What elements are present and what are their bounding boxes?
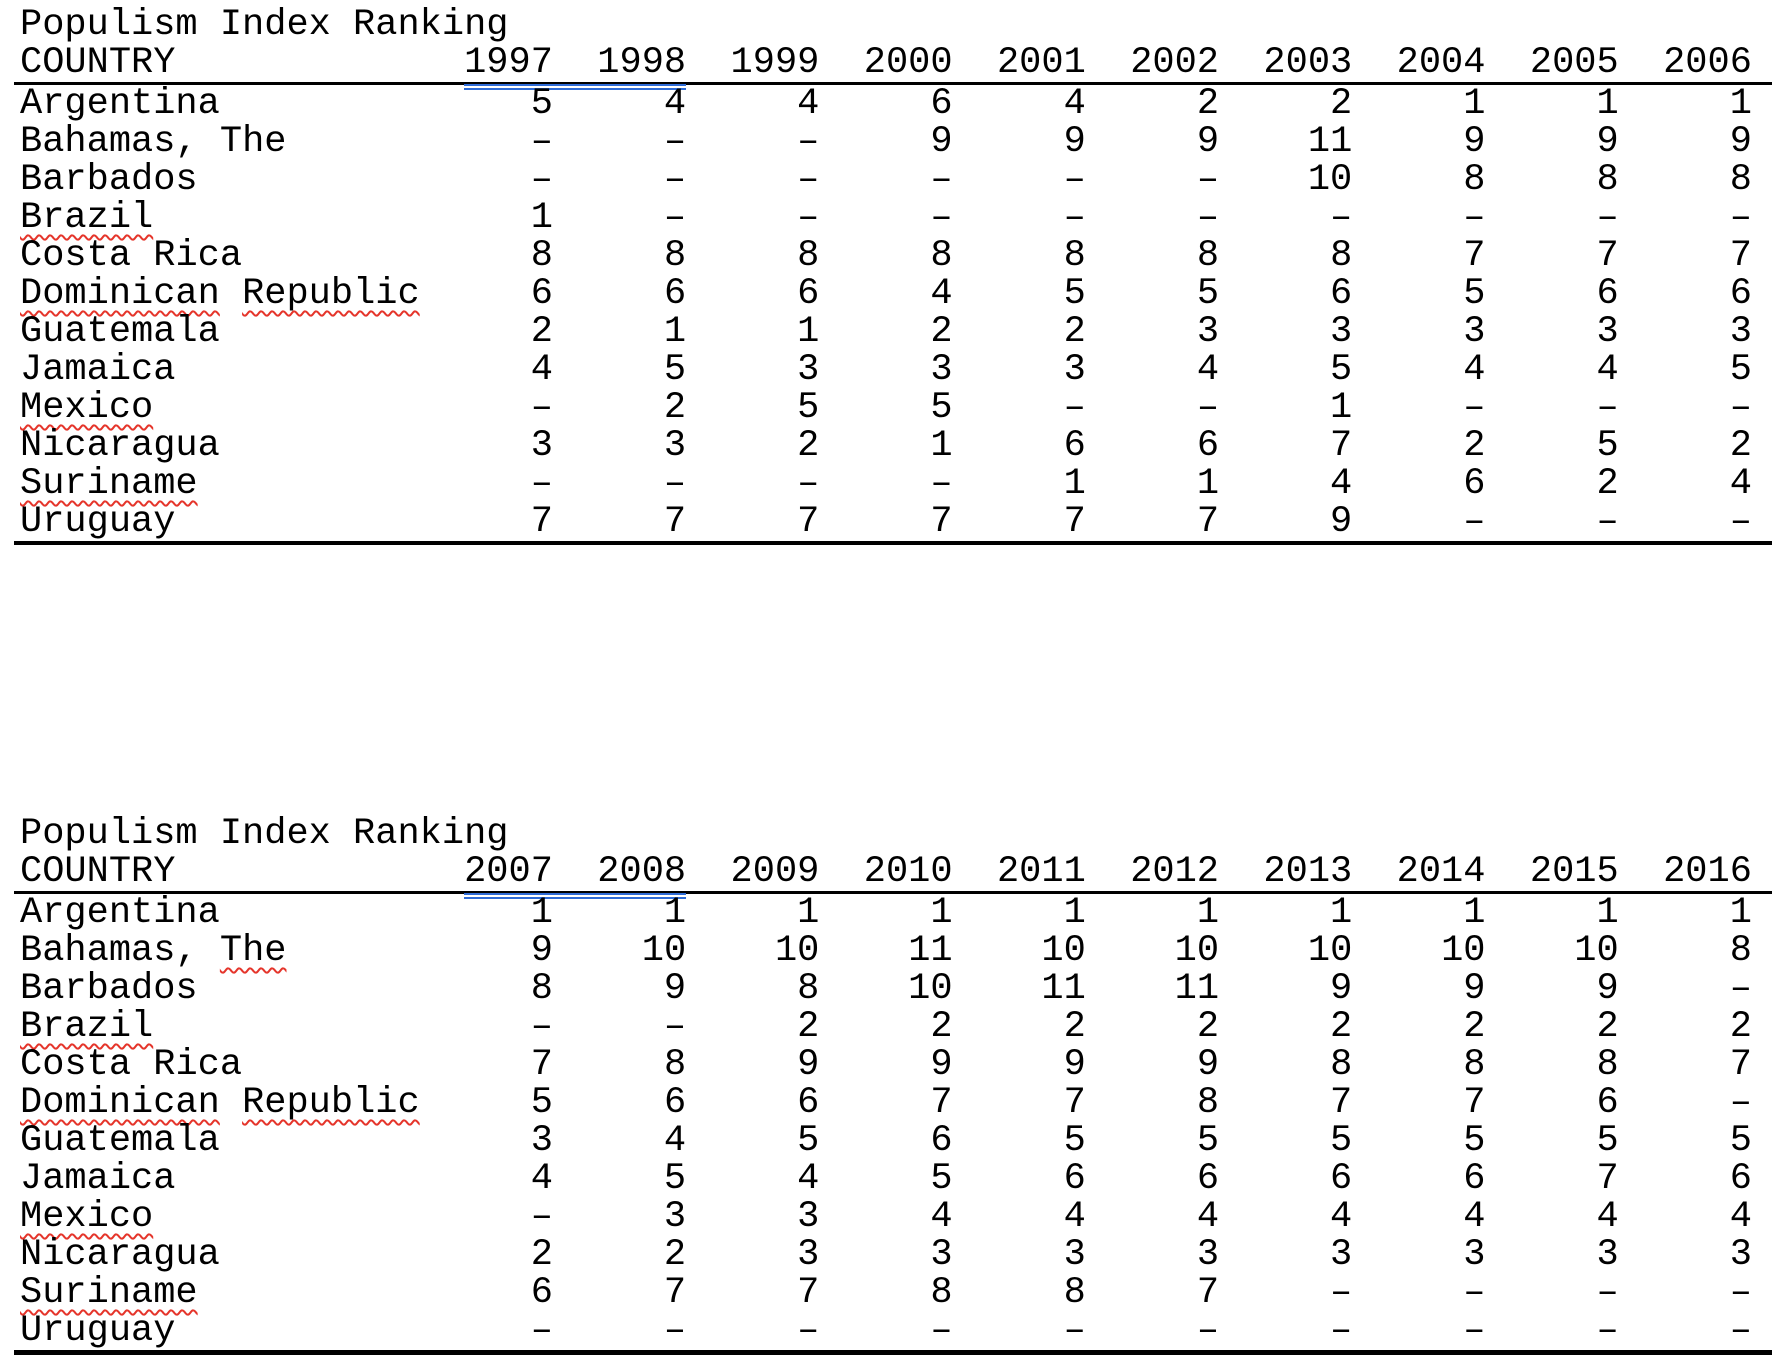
spellcheck-squiggle: Republic <box>242 1082 420 1124</box>
table-row: Uruguay 7 7 7 7 7 7 9 – – – <box>20 501 1752 543</box>
spellcheck-squiggle: Brazil <box>20 1006 154 1048</box>
table-row: Argentina 1 1 1 1 1 1 1 1 1 1 <box>20 892 1752 934</box>
grammar-double-underline: 1997 1998 <box>464 42 687 90</box>
populism-index-table-1997-2006: Populism Index Ranking COUNTRY 1997 1998… <box>14 6 1772 545</box>
table-row: Jamaica 4 5 3 3 3 4 5 4 4 5 <box>20 349 1752 391</box>
table-row: Brazil 1 – – – – – – – – – <box>20 197 1752 239</box>
table-row: Costa Rica 7 8 9 9 9 9 8 8 8 7 <box>20 1044 1752 1086</box>
spellcheck-squiggle: Suriname <box>20 463 198 505</box>
table-row: Suriname 6 7 7 8 8 7 – – – – <box>20 1272 1752 1314</box>
table-row: Bahamas, The 9 10 10 11 10 10 10 10 10 8 <box>20 930 1752 972</box>
table-row: Costa Rica 8 8 8 8 8 8 8 7 7 7 <box>20 235 1752 277</box>
spellcheck-squiggle: Dominican <box>20 273 220 315</box>
table-row: Nicaragua 3 3 2 1 6 6 7 2 5 2 <box>20 425 1752 467</box>
spellcheck-squiggle: Suriname <box>20 1272 198 1314</box>
table-title: Populism Index Ranking <box>20 4 509 46</box>
table-grid: COUNTRY 2007 2008 2009 2010 2011 2012 20… <box>14 851 1772 1352</box>
populism-index-table-2007-2016: Populism Index Ranking COUNTRY 2007 2008… <box>14 815 1772 1355</box>
table-header-row: COUNTRY 1997 1998 1999 2000 2001 2002 20… <box>14 42 1772 90</box>
spellcheck-squiggle: Brazil <box>20 197 154 239</box>
table-row: Guatemala 3 4 5 6 5 5 5 5 5 5 <box>20 1120 1752 1162</box>
table-title: Populism Index Ranking <box>20 813 509 855</box>
spellcheck-squiggle: Mexico <box>20 1196 154 1238</box>
spellcheck-squiggle: The <box>219 930 287 972</box>
table-row: Brazil – – 2 2 2 2 2 2 2 2 <box>20 1006 1752 1048</box>
table-row: Mexico – 3 3 4 4 4 4 4 4 4 <box>20 1196 1752 1238</box>
table-row: Barbados 8 9 8 10 11 11 9 9 9 – <box>20 968 1752 1010</box>
grammar-double-underline: 2007 2008 <box>464 851 687 899</box>
table-row: Guatemala 2 1 1 2 2 3 3 3 3 3 <box>20 311 1752 353</box>
table-row: Mexico – 2 5 5 – – 1 – – – <box>20 387 1752 429</box>
table-row: Jamaica 4 5 4 5 6 6 6 6 7 6 <box>20 1158 1752 1200</box>
table-row: Bahamas, The – – – 9 9 9 11 9 9 9 <box>20 121 1752 163</box>
spellcheck-squiggle: Mexico <box>20 387 154 429</box>
spellcheck-squiggle: Republic <box>242 273 420 315</box>
table-row: Suriname – – – – 1 1 4 6 2 4 <box>20 463 1752 505</box>
table-row: Argentina 5 4 4 6 4 2 2 1 1 1 <box>20 83 1752 125</box>
table-row: Dominican Republic 6 6 6 4 5 5 6 5 6 6 <box>20 273 1752 315</box>
table-row: Barbados – – – – – – 10 8 8 8 <box>20 159 1752 201</box>
table-row: Nicaragua 2 2 3 3 3 3 3 3 3 3 <box>20 1234 1752 1276</box>
table-row: Uruguay – – – – – – – – – – <box>20 1310 1752 1352</box>
table-row: Dominican Republic 5 6 6 7 7 8 7 7 6 – <box>20 1082 1752 1124</box>
table-header-row: COUNTRY 2007 2008 2009 2010 2011 2012 20… <box>14 851 1772 899</box>
spellcheck-squiggle: Dominican <box>20 1082 220 1124</box>
table-grid: COUNTRY 1997 1998 1999 2000 2001 2002 20… <box>14 42 1772 543</box>
